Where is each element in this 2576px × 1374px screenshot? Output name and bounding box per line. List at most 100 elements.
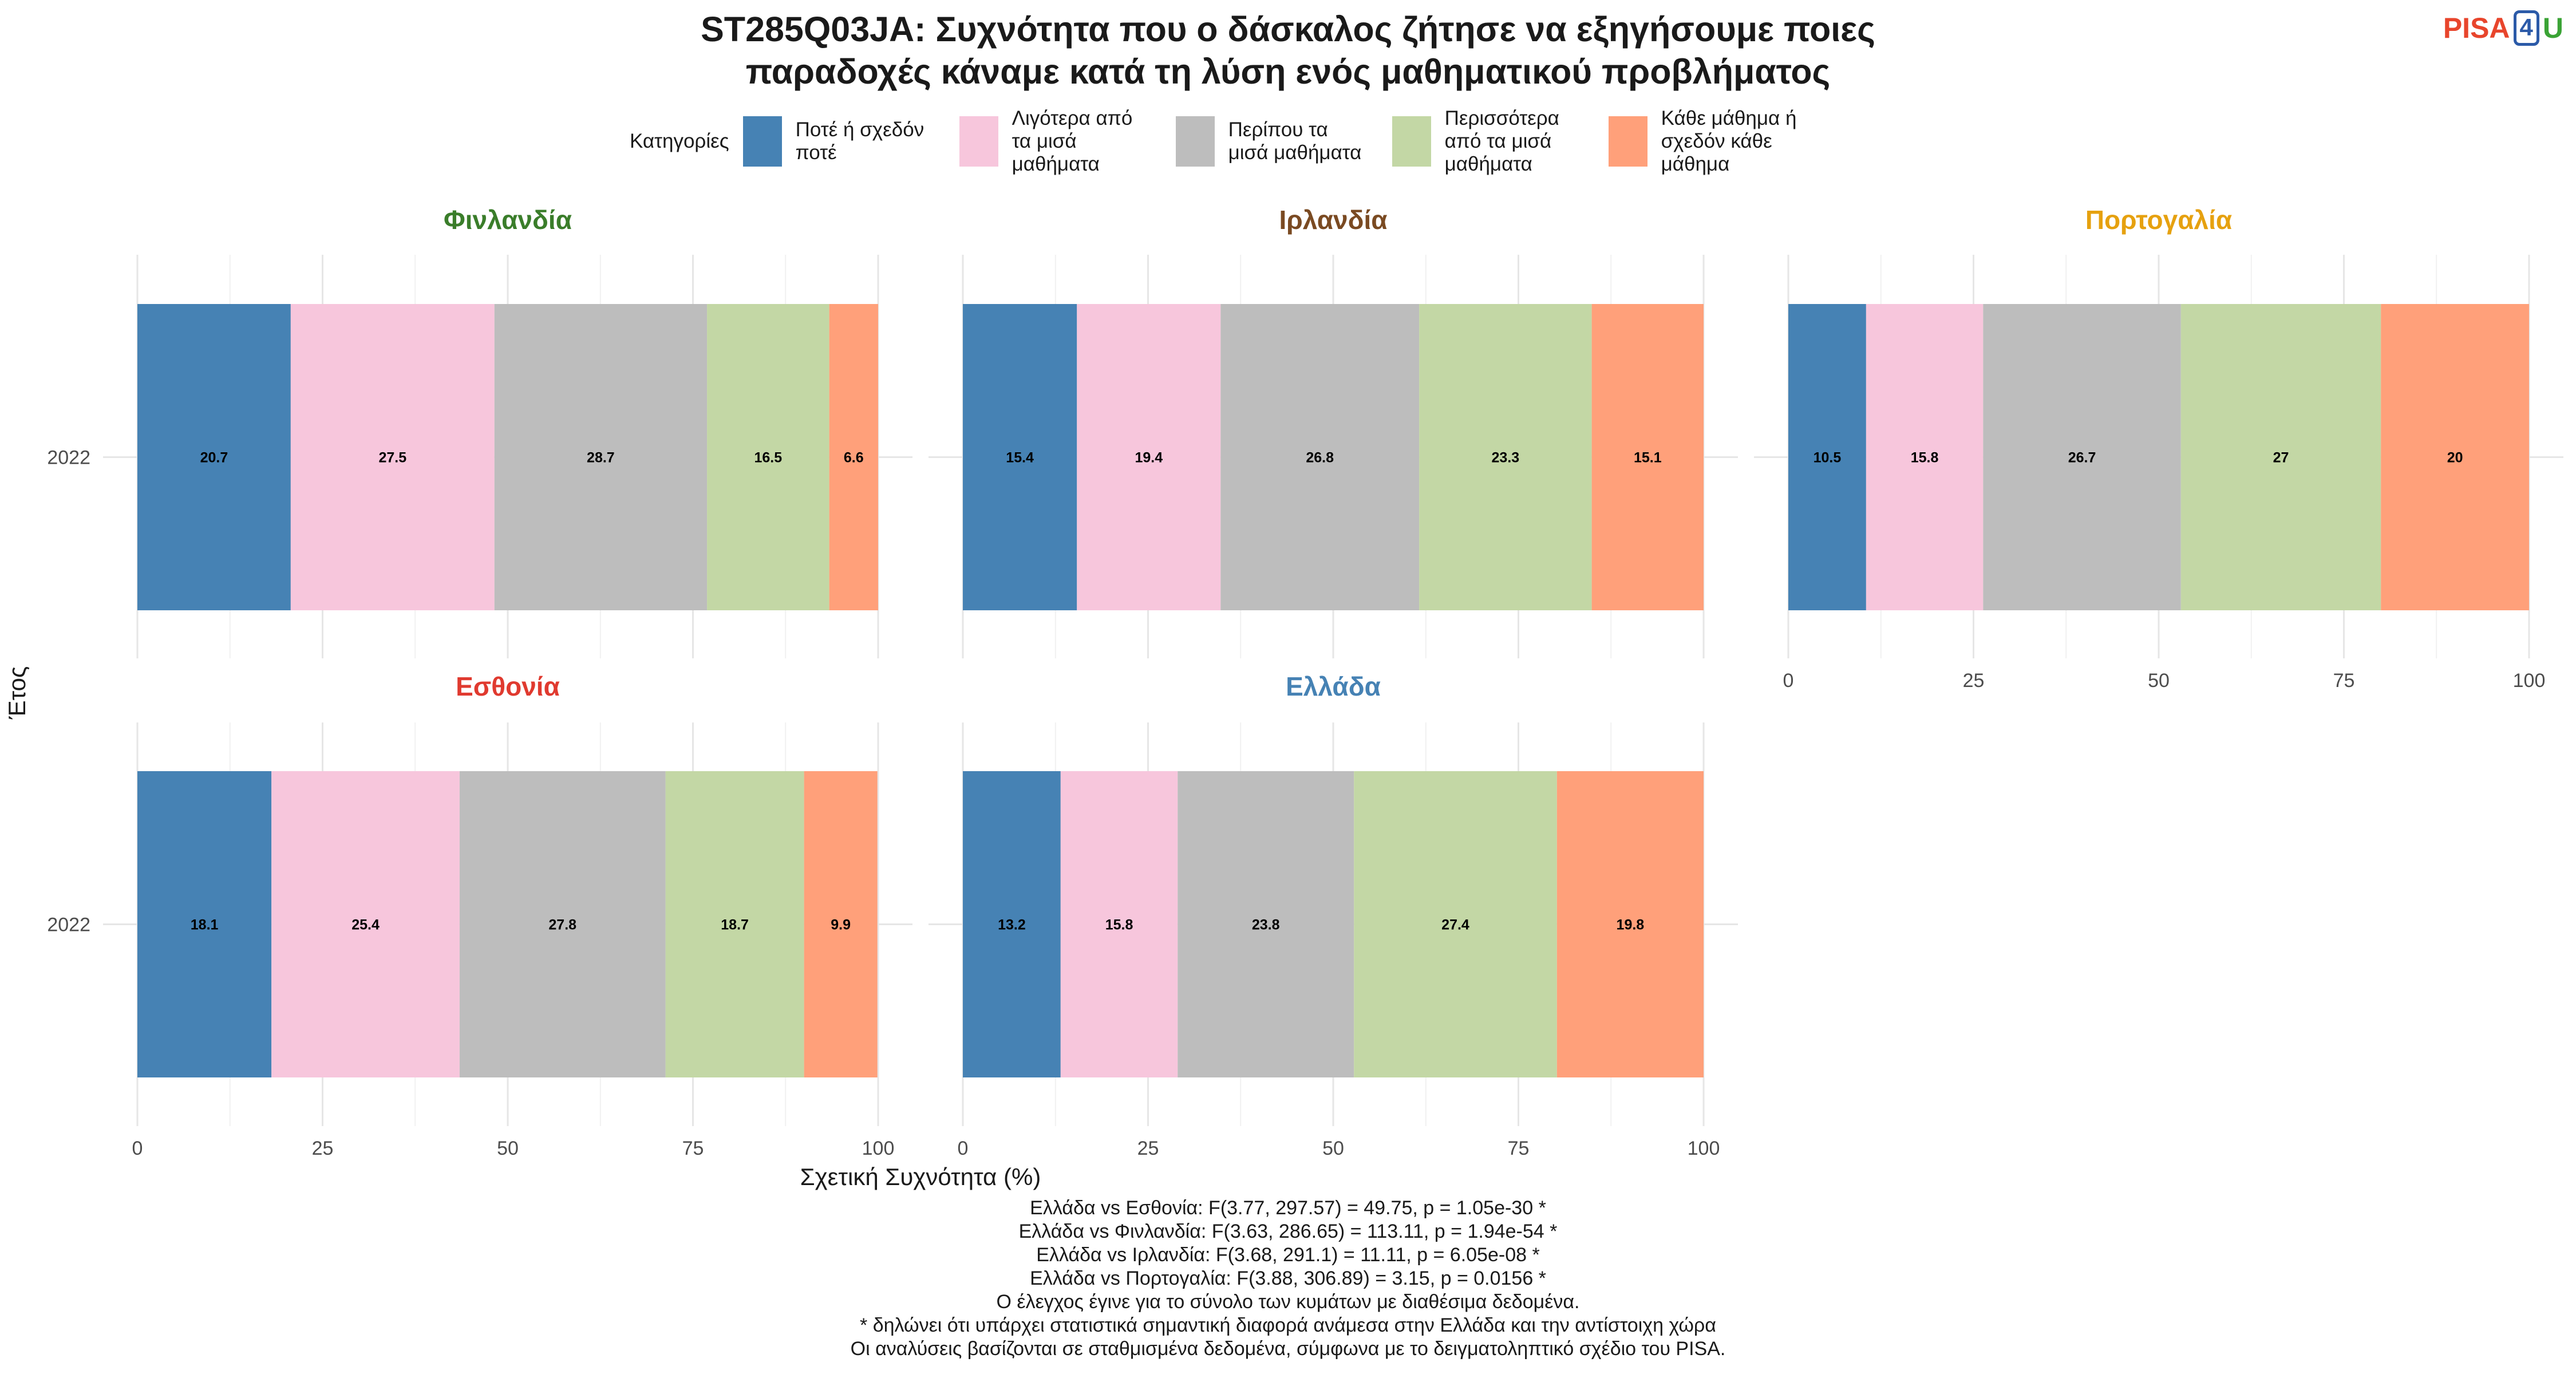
panel-title: Ιρλανδία bbox=[1279, 205, 1387, 235]
data-label: 9.9 bbox=[831, 917, 851, 933]
data-label: 23.8 bbox=[1252, 917, 1280, 933]
logo-text-u: U bbox=[2542, 12, 2563, 44]
legend-item: Περισσότερα από τα μισά μαθήματα bbox=[1392, 107, 1588, 176]
data-label: 10.5 bbox=[1814, 450, 1842, 466]
pisa4u-logo: PISA 4 U bbox=[2443, 10, 2563, 46]
legend-label: Λιγότερα από τα μισά μαθήματα bbox=[1012, 107, 1133, 175]
chart-title: ST285Q03JA: Συχνότητα που ο δάσκαλος ζήτ… bbox=[0, 8, 2576, 93]
x-tick-label: 100 bbox=[862, 1138, 895, 1159]
data-label: 13.2 bbox=[998, 917, 1026, 933]
y-tick-label: 2022 bbox=[47, 914, 90, 936]
bar-segment bbox=[1419, 304, 1592, 610]
x-tick-label: 0 bbox=[1783, 670, 1794, 692]
bar-segment bbox=[137, 771, 272, 1077]
bar-segment bbox=[1556, 771, 1704, 1077]
data-label: 27.8 bbox=[548, 917, 576, 933]
panel-title: Εσθονία bbox=[456, 672, 560, 701]
bar-segment bbox=[271, 771, 460, 1077]
bar-segment bbox=[1866, 304, 1984, 610]
y-tick-label: 2022 bbox=[47, 447, 90, 469]
legend-swatch bbox=[742, 116, 782, 167]
legend-title: Κατηγορίες bbox=[630, 130, 729, 152]
data-label: 15.1 bbox=[1634, 450, 1662, 466]
data-label: 28.7 bbox=[587, 450, 615, 466]
legend-label: Κάθε μάθημα ή σχεδόν κάθε μάθημα bbox=[1661, 107, 1797, 175]
x-tick-label: 100 bbox=[2513, 670, 2546, 692]
bar-segment bbox=[963, 304, 1077, 610]
panel-title: Πορτογαλία bbox=[2085, 205, 2232, 235]
bar-segment bbox=[1788, 304, 1866, 610]
legend-item: Λιγότερα από τα μισά μαθήματα bbox=[959, 107, 1155, 176]
data-label: 27.4 bbox=[1441, 917, 1469, 933]
x-tick-label: 25 bbox=[312, 1138, 334, 1159]
bar-segment bbox=[829, 304, 878, 610]
data-label: 26.8 bbox=[1306, 450, 1334, 466]
footer-line: Ο έλεγχος έγινε για το σύνολο των κυμάτω… bbox=[996, 1291, 1580, 1313]
bar-segment bbox=[804, 771, 878, 1077]
footer-notes: Ελλάδα vs Εσθονία: F(3.77, 297.57) = 49.… bbox=[0, 1197, 2576, 1361]
legend-swatch bbox=[959, 116, 998, 167]
bar-segment bbox=[1178, 771, 1354, 1077]
data-label: 23.3 bbox=[1492, 450, 1520, 466]
title-line-1: ST285Q03JA: Συχνότητα που ο δάσκαλος ζήτ… bbox=[701, 10, 1875, 49]
data-label: 18.1 bbox=[191, 917, 219, 933]
data-label: 6.6 bbox=[844, 450, 864, 466]
footer-line: Ελλάδα vs Φινλανδία: F(3.63, 286.65) = 1… bbox=[1018, 1221, 1558, 1242]
x-tick-label: 50 bbox=[2148, 670, 2170, 692]
x-tick-label: 0 bbox=[132, 1138, 143, 1159]
legend-item: Κάθε μάθημα ή σχεδόν κάθε μάθημα bbox=[1608, 107, 1804, 176]
footer-line: * δηλώνει ότι υπάρχει στατιστικά σημαντι… bbox=[860, 1314, 1716, 1336]
bar-segment bbox=[137, 304, 291, 610]
y-axis-title: Έτος bbox=[3, 666, 30, 720]
legend-swatch bbox=[1175, 116, 1215, 167]
bar-segment bbox=[290, 304, 495, 610]
footer-line: Οι αναλύσεις βασίζονται σε σταθμισμένα δ… bbox=[850, 1338, 1726, 1360]
logo-text-4: 4 bbox=[2513, 10, 2539, 46]
panel-title: Ελλάδα bbox=[1286, 672, 1381, 701]
data-label: 25.4 bbox=[351, 917, 380, 933]
bar-segment bbox=[459, 771, 666, 1077]
x-axis-title: Σχετική Συχνότητα (%) bbox=[800, 1163, 1041, 1190]
footer-line: Ελλάδα vs Πορτογαλία: F(3.88, 306.89) = … bbox=[1030, 1268, 1546, 1289]
legend-label: Περισσότερα από τα μισά μαθήματα bbox=[1444, 107, 1559, 175]
x-tick-label: 25 bbox=[1137, 1138, 1159, 1159]
bar-segment bbox=[1983, 304, 2181, 610]
bar-segment bbox=[2381, 304, 2529, 610]
legend: Κατηγορίες Ποτέ ή σχεδόν ποτέ Λιγότερα α… bbox=[630, 107, 1825, 175]
data-label: 18.7 bbox=[721, 917, 749, 933]
bar-segment bbox=[1354, 771, 1557, 1077]
bar-segment bbox=[1060, 771, 1178, 1077]
bar-segment bbox=[963, 771, 1061, 1077]
x-tick-label: 0 bbox=[958, 1138, 969, 1159]
bar-segment bbox=[1591, 304, 1704, 610]
data-label: 26.7 bbox=[2068, 450, 2096, 466]
data-label: 27 bbox=[2273, 450, 2289, 466]
logo-text-pisa: PISA bbox=[2443, 12, 2510, 44]
legend-label: Ποτέ ή σχεδόν ποτέ bbox=[795, 119, 924, 164]
footer-line: Ελλάδα vs Εσθονία: F(3.77, 297.57) = 49.… bbox=[1030, 1197, 1546, 1219]
bar-segment bbox=[665, 771, 804, 1077]
legend-item: Ποτέ ή σχεδόν ποτέ bbox=[742, 116, 939, 167]
bar-segment bbox=[1220, 304, 1420, 610]
data-label: 19.8 bbox=[1617, 917, 1645, 933]
data-label: 15.8 bbox=[1911, 450, 1939, 466]
data-label: 15.8 bbox=[1105, 917, 1133, 933]
legend-swatch bbox=[1392, 116, 1431, 167]
data-label: 19.4 bbox=[1135, 450, 1163, 466]
x-tick-label: 75 bbox=[2333, 670, 2355, 692]
x-tick-label: 75 bbox=[1508, 1138, 1530, 1159]
legend-label: Περίπου τα μισά μαθήματα bbox=[1228, 119, 1362, 164]
panel-title: Φινλανδία bbox=[444, 205, 572, 235]
legend-swatch bbox=[1608, 116, 1647, 167]
legend-item: Περίπου τα μισά μαθήματα bbox=[1175, 116, 1372, 167]
title-line-2: παραδοχές κάναμε κατά τη λύση ενός μαθημ… bbox=[745, 52, 1831, 91]
bar-segment bbox=[2180, 304, 2381, 610]
data-label: 16.5 bbox=[754, 450, 783, 466]
data-label: 15.4 bbox=[1006, 450, 1034, 466]
x-tick-label: 100 bbox=[1688, 1138, 1720, 1159]
x-tick-label: 75 bbox=[682, 1138, 704, 1159]
x-tick-label: 50 bbox=[497, 1138, 519, 1159]
data-label: 27.5 bbox=[378, 450, 406, 466]
bar-segment bbox=[1077, 304, 1221, 610]
